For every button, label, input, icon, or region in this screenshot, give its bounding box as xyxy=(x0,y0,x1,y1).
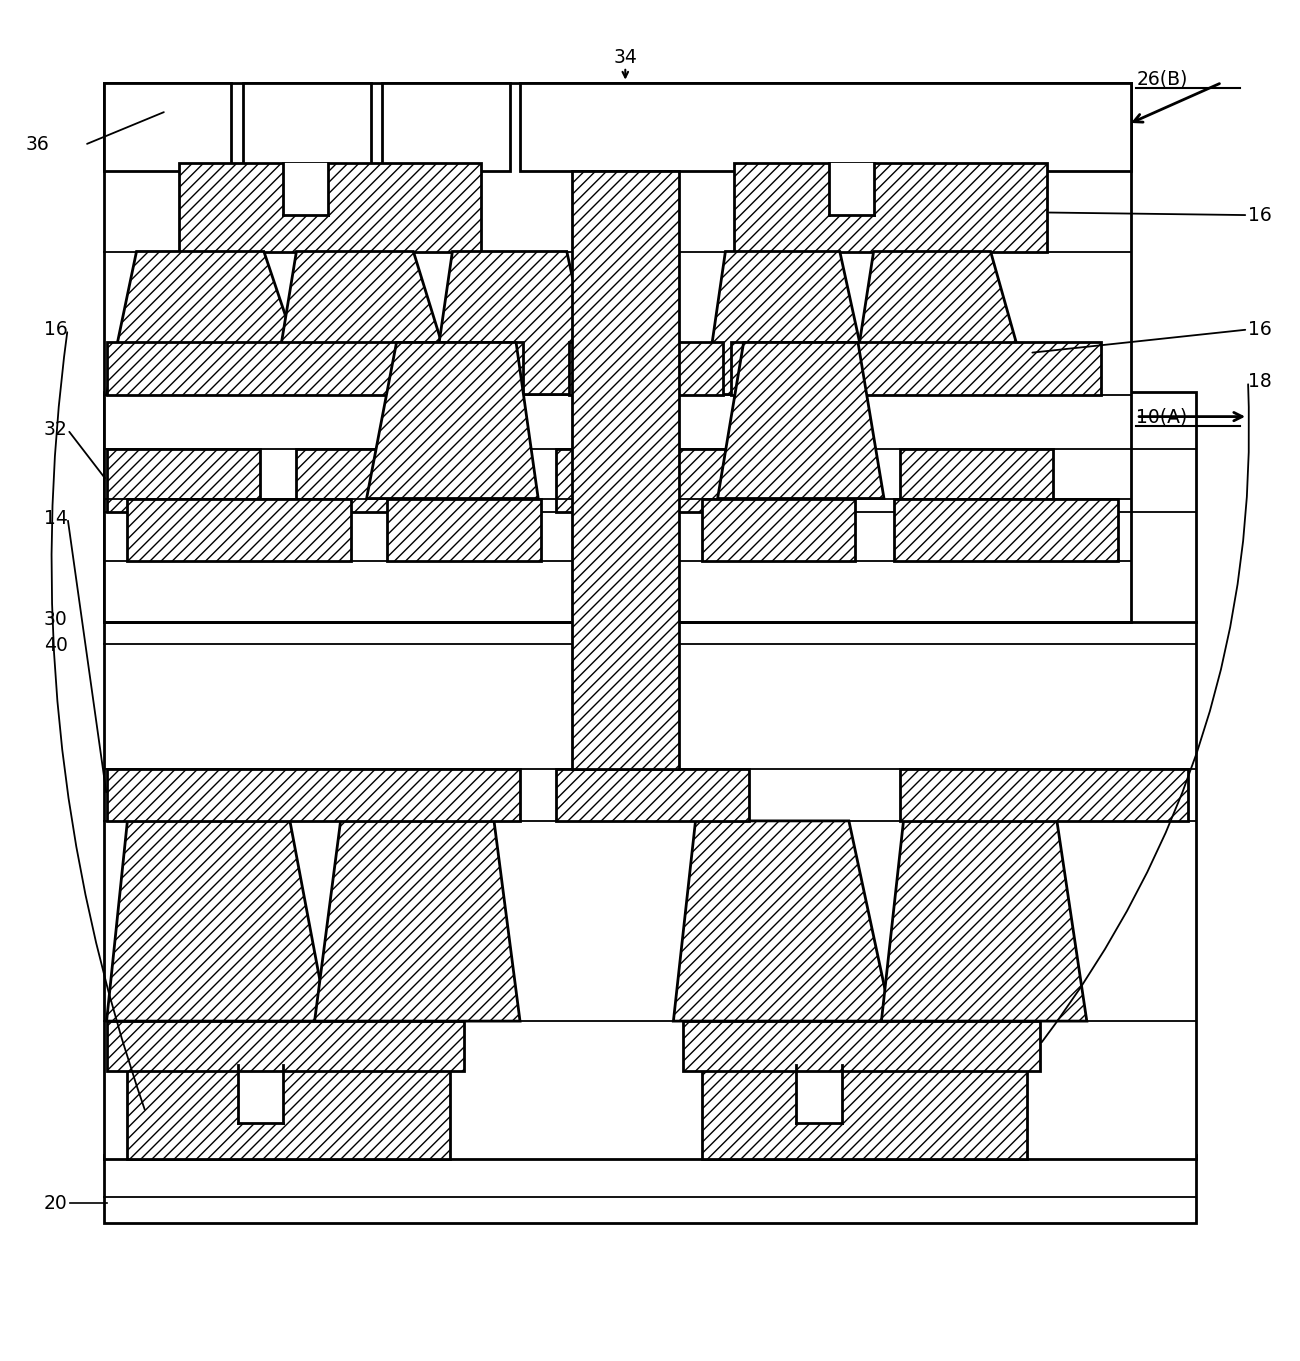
Bar xyxy=(179,163,481,252)
Bar xyxy=(104,83,1131,622)
Text: 26(B): 26(B) xyxy=(1136,69,1188,88)
Text: 14: 14 xyxy=(44,509,68,528)
Bar xyxy=(796,1066,842,1123)
Text: 36: 36 xyxy=(26,135,49,154)
Polygon shape xyxy=(852,252,1031,395)
Polygon shape xyxy=(107,821,328,1021)
Text: 10(A): 10(A) xyxy=(1136,407,1187,426)
Polygon shape xyxy=(705,252,871,395)
Bar xyxy=(569,343,723,395)
Bar xyxy=(296,449,450,512)
Bar xyxy=(702,1066,1027,1160)
Bar xyxy=(900,449,1053,512)
Bar xyxy=(382,83,510,171)
Polygon shape xyxy=(315,821,520,1021)
Bar xyxy=(556,449,775,512)
Text: 16: 16 xyxy=(1248,320,1271,339)
Bar xyxy=(127,498,351,561)
Bar xyxy=(243,83,370,171)
Bar xyxy=(520,83,1131,171)
Bar xyxy=(127,1066,450,1160)
Polygon shape xyxy=(718,343,884,498)
Polygon shape xyxy=(673,821,892,1021)
Bar xyxy=(104,392,1196,1160)
Polygon shape xyxy=(367,343,538,498)
Bar xyxy=(104,83,231,171)
Bar xyxy=(107,343,523,395)
Text: 34: 34 xyxy=(614,48,637,67)
Bar xyxy=(107,1021,464,1071)
Bar xyxy=(387,498,541,561)
Bar xyxy=(829,163,874,215)
Text: 32: 32 xyxy=(44,421,68,440)
Text: 30: 30 xyxy=(44,610,68,629)
Bar xyxy=(900,769,1188,821)
Bar xyxy=(731,343,1101,395)
Bar xyxy=(734,163,1046,252)
Bar xyxy=(702,498,855,561)
Text: 20: 20 xyxy=(44,1194,68,1213)
Bar xyxy=(238,1066,283,1123)
Text: 40: 40 xyxy=(44,636,68,655)
Bar xyxy=(894,498,1118,561)
Polygon shape xyxy=(432,252,598,395)
Bar xyxy=(104,1155,1196,1222)
Polygon shape xyxy=(273,252,458,395)
Bar xyxy=(107,449,260,512)
Bar xyxy=(682,1021,1040,1071)
Bar xyxy=(556,769,749,821)
Bar xyxy=(572,171,679,769)
Text: 16: 16 xyxy=(44,320,68,339)
Text: 16: 16 xyxy=(1248,206,1271,225)
Bar xyxy=(107,769,520,821)
Text: 18: 18 xyxy=(1248,372,1271,391)
Polygon shape xyxy=(881,821,1087,1021)
Polygon shape xyxy=(107,252,312,395)
Bar xyxy=(283,163,328,215)
